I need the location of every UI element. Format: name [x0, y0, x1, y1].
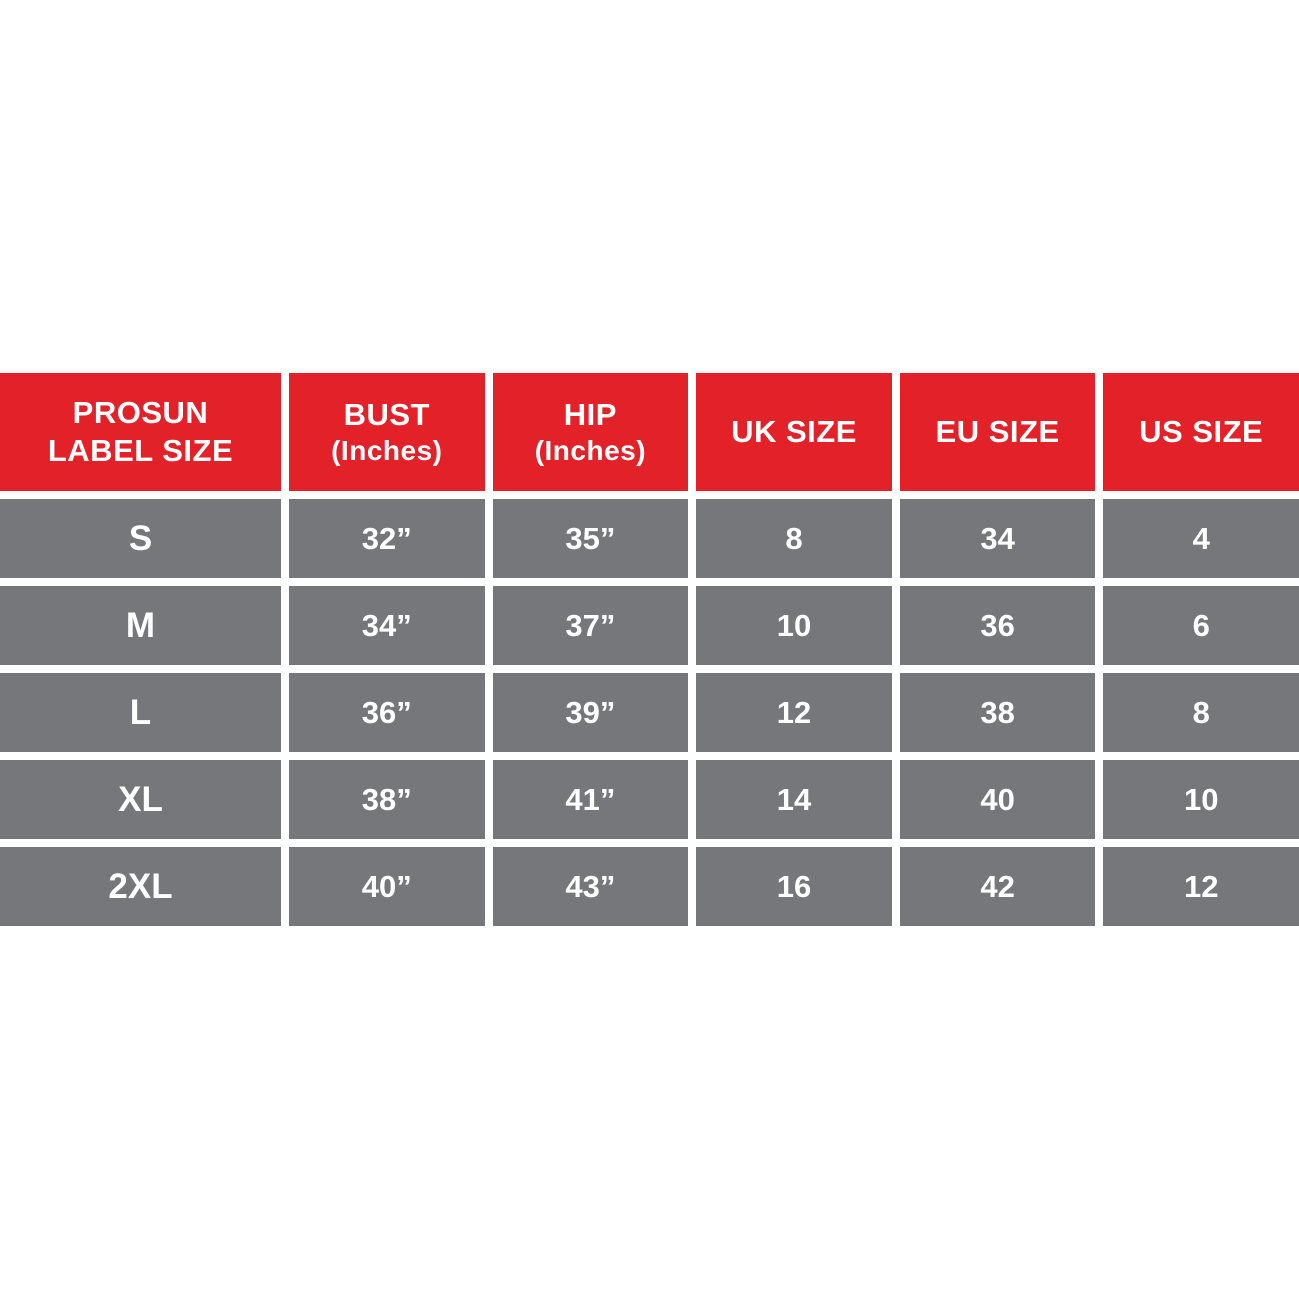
header-line: LABEL SIZE [47, 433, 234, 468]
header-line: (Inches) [331, 434, 443, 466]
header-eu-size: EU SIZE [899, 373, 1096, 491]
size-chart-table: PROSUN LABEL SIZE BUST (Inches) HIP (Inc… [0, 373, 1299, 926]
header-line: BUST [343, 397, 430, 433]
eu-size-cell: 36 [899, 586, 1096, 665]
us-size-cell: 4 [1103, 499, 1299, 578]
eu-size-cell: 38 [899, 673, 1096, 752]
bust-cell: 34” [289, 586, 485, 665]
header-line: HIP [563, 397, 617, 433]
uk-size-cell: 16 [696, 847, 892, 926]
header-line: UK SIZE [731, 414, 857, 450]
us-size-cell: 12 [1103, 847, 1299, 926]
header-line: US SIZE [1139, 414, 1264, 450]
us-size-cell: 8 [1103, 673, 1299, 752]
us-size-cell: 6 [1103, 586, 1299, 665]
header-bust: BUST (Inches) [289, 373, 485, 491]
eu-size-cell: 34 [899, 499, 1096, 578]
header-hip: HIP (Inches) [492, 373, 689, 491]
us-size-cell: 10 [1103, 760, 1299, 839]
header-us-size: US SIZE [1103, 373, 1299, 491]
hip-cell: 39” [492, 673, 689, 752]
uk-size-cell: 14 [696, 760, 892, 839]
bust-cell: 38” [289, 760, 485, 839]
header-line: (Inches) [534, 434, 647, 466]
size-label-cell: M [0, 586, 281, 665]
bust-cell: 36” [289, 673, 485, 752]
header-line: PROSUN [72, 395, 209, 431]
hip-cell: 35” [492, 499, 689, 578]
uk-size-cell: 12 [696, 673, 892, 752]
eu-size-cell: 40 [899, 760, 1096, 839]
size-label-cell: 2XL [0, 847, 281, 926]
header-prosun-label-size: PROSUN LABEL SIZE [0, 373, 281, 491]
hip-cell: 41” [492, 760, 689, 839]
bust-cell: 32” [289, 499, 485, 578]
eu-size-cell: 42 [899, 847, 1096, 926]
size-label-cell: XL [0, 760, 281, 839]
hip-cell: 37” [492, 586, 689, 665]
header-uk-size: UK SIZE [696, 373, 892, 491]
size-label-cell: L [0, 673, 281, 752]
size-label-cell: S [0, 499, 281, 578]
uk-size-cell: 10 [696, 586, 892, 665]
bust-cell: 40” [289, 847, 485, 926]
header-line: EU SIZE [935, 414, 1060, 450]
uk-size-cell: 8 [696, 499, 892, 578]
hip-cell: 43” [492, 847, 689, 926]
